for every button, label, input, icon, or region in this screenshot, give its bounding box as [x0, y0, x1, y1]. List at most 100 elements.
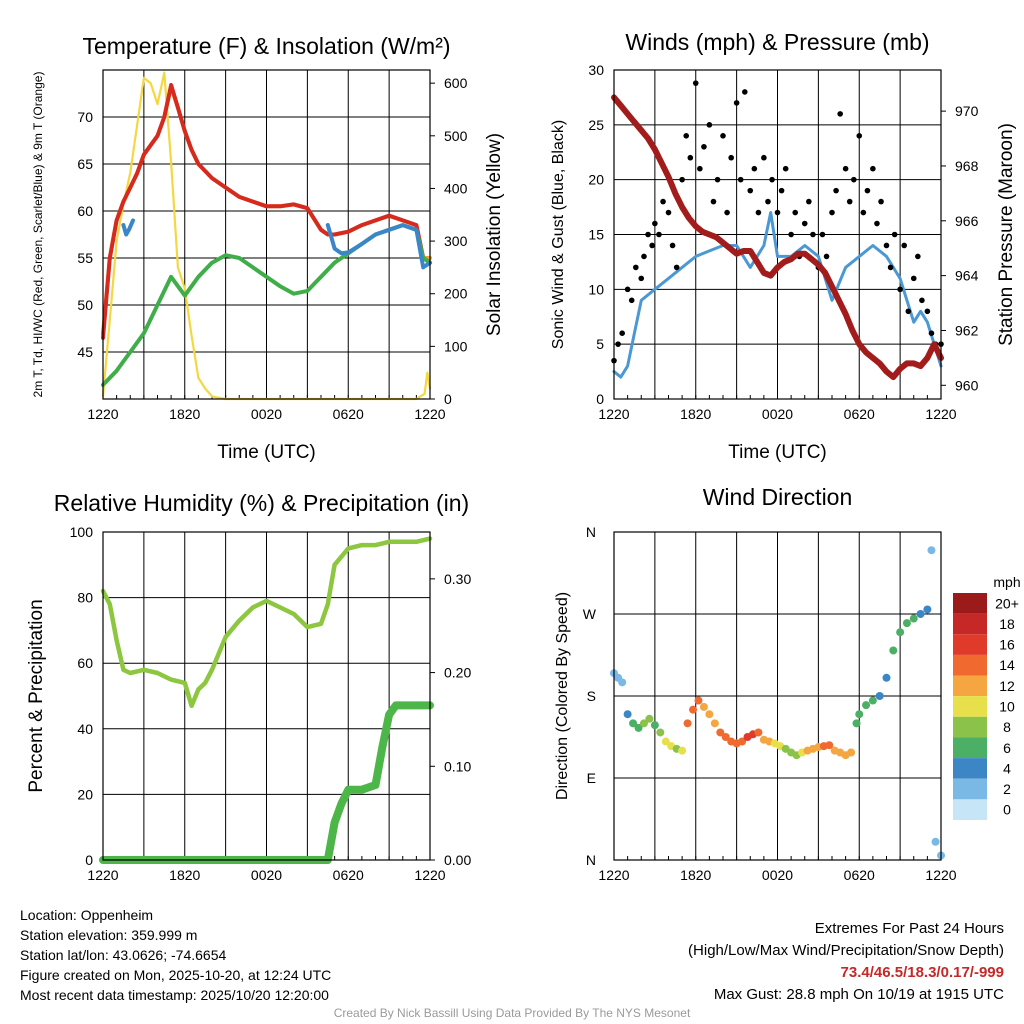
- direction-point: [889, 646, 898, 655]
- y-tick-label: 70: [77, 109, 93, 125]
- gust-point: [638, 275, 645, 282]
- direction-point: [650, 721, 659, 730]
- y2-tick-label: 0.00: [444, 852, 471, 868]
- gust-point: [737, 176, 744, 183]
- series-line-pressure: [611, 94, 944, 381]
- y-tick-label: 20: [77, 786, 93, 802]
- y-tick-label: 25: [588, 117, 604, 133]
- gust-point: [883, 242, 890, 249]
- y-tick-label: S: [587, 688, 596, 704]
- direction-point: [629, 719, 638, 728]
- direction-point: [852, 719, 861, 728]
- y-tick-label: 55: [77, 250, 93, 266]
- colorbar-label: 6: [1003, 740, 1011, 756]
- gust-point: [683, 133, 690, 139]
- direction-point: [738, 737, 747, 746]
- colorbar-label: 8: [1003, 719, 1011, 735]
- y2-tick-label: 970: [955, 103, 979, 119]
- extremes-values: 73.4/46.5/18.3/0.17/-999: [840, 964, 1004, 981]
- direction-point: [618, 678, 627, 687]
- x-tick-label: 1220: [598, 406, 629, 422]
- y-axis-label: Sonic Wind & Gust (Blue, Black): [550, 120, 567, 349]
- gust-point: [742, 89, 748, 95]
- y-tick-label: E: [587, 770, 596, 786]
- direction-point: [639, 719, 648, 728]
- x-tick-label: 1820: [169, 406, 200, 422]
- y2-axis-label: Solar Insolation (Yellow): [484, 133, 505, 336]
- direction-point: [931, 837, 940, 846]
- direction-point: [909, 614, 918, 623]
- direction-point: [634, 723, 643, 732]
- gust-point: [765, 198, 771, 205]
- gust-point: [714, 176, 721, 183]
- y-axis-label: 2m T, Td, HI/WC (Red, Green, Scarlet/Blu…: [31, 72, 45, 398]
- y2-tick-label: 964: [955, 268, 979, 284]
- colorbar-swatch: [953, 593, 987, 614]
- gust-point: [915, 253, 921, 260]
- gust-point: [728, 154, 734, 161]
- gust-point: [924, 308, 931, 315]
- colorbar-swatch: [953, 716, 987, 738]
- gust-point: [860, 209, 867, 216]
- y-tick-label: 20: [588, 172, 604, 188]
- y-tick-label: 50: [77, 297, 93, 313]
- gust-point: [755, 209, 762, 216]
- direction-point: [862, 701, 871, 710]
- gust-point: [660, 198, 666, 205]
- gust-point: [792, 209, 799, 216]
- direction-point: [868, 696, 877, 705]
- colorbar-swatch: [953, 778, 987, 800]
- gust-point: [774, 209, 781, 216]
- gust-point: [778, 187, 785, 194]
- y-tick-label: 45: [77, 344, 93, 360]
- direction-point: [705, 710, 714, 719]
- gust-point: [624, 286, 631, 293]
- series-line-precipitation: [99, 701, 434, 864]
- chart-panel-3: Relative Humidity (%) & Precipitation (i…: [26, 490, 471, 883]
- y-tick-label: 5: [596, 336, 604, 352]
- colorbar-swatch: [953, 654, 987, 676]
- colorbar-label: 0: [1003, 802, 1011, 818]
- x-tick-label: 1820: [680, 406, 711, 422]
- y2-tick-label: 962: [955, 322, 979, 338]
- chart-title: Relative Humidity (%) & Precipitation (i…: [54, 490, 469, 516]
- plot-frame: [102, 69, 431, 400]
- gust-point: [842, 165, 849, 172]
- x-tick-label: 1220: [414, 406, 445, 422]
- y-tick-label: 30: [588, 62, 604, 78]
- recent-text: Most recent data timestamp: 2025/10/20 1…: [20, 987, 329, 1003]
- extremes-info: Extremes For Past 24 Hours (High/Low/Max…: [688, 918, 1004, 1006]
- gust-point: [897, 286, 903, 293]
- colorbar-swatch: [953, 799, 987, 820]
- gust-point: [669, 242, 676, 249]
- colorbar-swatch: [953, 758, 987, 779]
- direction-point: [645, 714, 654, 723]
- series-line-2m-t: [101, 83, 432, 340]
- x-tick-label: 1220: [925, 867, 956, 883]
- y-tick-label: 15: [588, 227, 604, 243]
- gust-point: [851, 176, 857, 183]
- colorbar-title: mph: [993, 574, 1020, 590]
- y2-axis-label: Station Pressure (Maroon): [996, 123, 1017, 346]
- x-tick-label: 1220: [925, 406, 956, 422]
- y-axis-label: Direction (Colored By Speed): [554, 592, 571, 800]
- gust-point: [864, 187, 871, 194]
- y-tick-label: N: [586, 852, 596, 868]
- gust-point: [810, 231, 816, 238]
- colorbar-label: 16: [999, 637, 1015, 653]
- gust-point: [801, 220, 808, 227]
- direction-point: [896, 628, 905, 637]
- colorbar-label: 20+: [995, 595, 1019, 611]
- y-tick-label: 40: [77, 721, 93, 737]
- direction-point: [683, 719, 692, 728]
- x-tick-label: 0620: [844, 406, 875, 422]
- gust-point: [919, 297, 925, 304]
- gust-point: [819, 231, 826, 238]
- gust-point: [833, 187, 839, 194]
- gust-point: [665, 209, 672, 216]
- gust-point: [652, 220, 658, 227]
- chart-panel-1: Temperature (F) & Insolation (W/m²) 1220 1…: [31, 33, 505, 463]
- colorbar-swatch: [953, 613, 987, 635]
- x-tick-label: 1220: [87, 867, 118, 883]
